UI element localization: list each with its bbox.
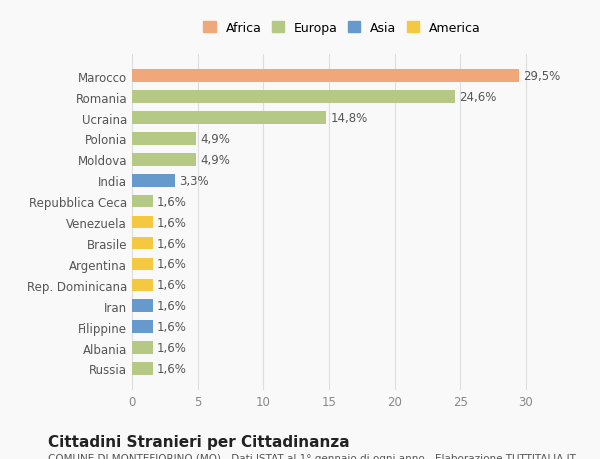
Bar — [132, 174, 175, 187]
Text: 4,9%: 4,9% — [200, 133, 230, 146]
Text: 29,5%: 29,5% — [523, 70, 560, 83]
Text: 1,6%: 1,6% — [157, 258, 187, 271]
Bar — [132, 258, 153, 271]
Text: 4,9%: 4,9% — [200, 154, 230, 167]
Bar — [132, 154, 196, 166]
Bar — [132, 70, 519, 83]
Text: Cittadini Stranieri per Cittadinanza: Cittadini Stranieri per Cittadinanza — [48, 434, 350, 449]
Bar — [132, 300, 153, 312]
Bar — [132, 341, 153, 354]
Bar — [132, 112, 326, 124]
Bar — [132, 216, 153, 229]
Text: 1,6%: 1,6% — [157, 320, 187, 333]
Bar — [132, 91, 455, 104]
Text: 1,6%: 1,6% — [157, 237, 187, 250]
Text: 24,6%: 24,6% — [459, 91, 496, 104]
Text: 1,6%: 1,6% — [157, 195, 187, 208]
Bar — [132, 321, 153, 333]
Text: 1,6%: 1,6% — [157, 341, 187, 354]
Bar — [132, 237, 153, 250]
Text: 1,6%: 1,6% — [157, 216, 187, 229]
Text: 3,3%: 3,3% — [179, 174, 209, 187]
Legend: Africa, Europa, Asia, America: Africa, Europa, Asia, America — [199, 18, 485, 38]
Text: 14,8%: 14,8% — [330, 112, 367, 125]
Bar — [132, 196, 153, 208]
Text: COMUNE DI MONTEFIORINO (MO) - Dati ISTAT al 1° gennaio di ogni anno - Elaborazio: COMUNE DI MONTEFIORINO (MO) - Dati ISTAT… — [48, 453, 576, 459]
Bar — [132, 133, 196, 146]
Text: 1,6%: 1,6% — [157, 300, 187, 313]
Bar — [132, 279, 153, 291]
Text: 1,6%: 1,6% — [157, 279, 187, 291]
Bar — [132, 363, 153, 375]
Text: 1,6%: 1,6% — [157, 362, 187, 375]
